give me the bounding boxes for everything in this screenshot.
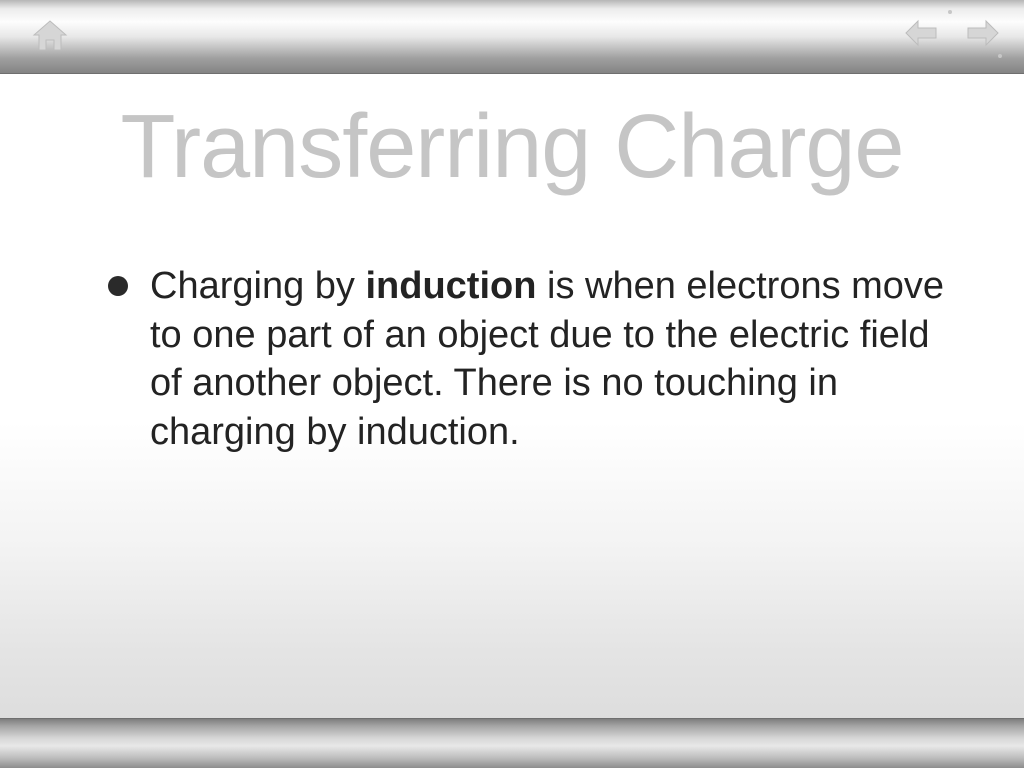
home-icon [30,18,70,54]
bullet-text-bold: induction [365,265,536,307]
arrow-dot [948,10,952,14]
bullet-text: Charging by induction is when electrons … [150,262,964,457]
bullet-text-prefix: Charging by [150,265,365,307]
nav-arrows [904,18,1000,48]
arrow-left-icon [904,18,938,48]
bullet-marker [108,276,128,296]
slide-container: Transferring Charge Charging by inductio… [0,0,1024,768]
bottom-toolbar [0,718,1024,768]
next-button[interactable] [966,18,1000,48]
arrow-right-icon [966,18,1000,48]
bullet-item: Charging by induction is when electrons … [108,262,964,457]
arrow-dot [998,54,1002,58]
slide-body: Charging by induction is when electrons … [108,262,964,457]
home-button[interactable] [30,18,70,54]
prev-button[interactable] [904,18,938,48]
top-toolbar [0,0,1024,74]
slide-title: Transferring Charge [0,96,1024,199]
